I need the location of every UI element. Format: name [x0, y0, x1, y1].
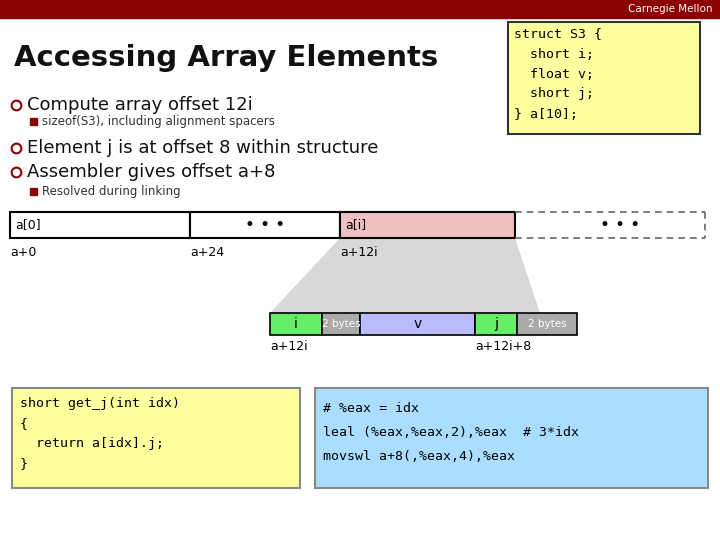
Text: Resolved during linking: Resolved during linking [42, 186, 181, 199]
Text: a+12i+8: a+12i+8 [475, 340, 531, 353]
Text: {: { [20, 417, 28, 430]
Text: • • •: • • • [600, 216, 640, 234]
Text: } a[10];: } a[10]; [514, 107, 578, 120]
Text: Accessing Array Elements: Accessing Array Elements [14, 44, 438, 72]
Bar [190, 212, 340, 238]
Bar [12, 388, 300, 488]
Text: short get_j(int idx): short get_j(int idx) [20, 397, 180, 410]
Text: v: v [413, 317, 422, 331]
Bar [0, 0, 720, 18]
Bar [30, 188, 37, 195]
Text: a+12i: a+12i [340, 246, 377, 259]
Text: leal (%eax,%eax,2),%eax  # 3*idx: leal (%eax,%eax,2),%eax # 3*idx [323, 426, 579, 438]
Bar [270, 313, 322, 335]
Bar [360, 313, 475, 335]
Text: struct S3 {: struct S3 { [514, 28, 602, 40]
Bar [10, 212, 190, 238]
Text: # %eax = idx: # %eax = idx [323, 402, 419, 415]
Text: a+0: a+0 [10, 246, 37, 259]
Text: short i;: short i; [514, 48, 594, 60]
Text: 2 bytes: 2 bytes [528, 319, 567, 329]
Text: sizeof(S3), including alignment spacers: sizeof(S3), including alignment spacers [42, 116, 275, 129]
Text: a+24: a+24 [190, 246, 224, 259]
Polygon shape [270, 238, 540, 313]
Text: Element j is at offset 8 within structure: Element j is at offset 8 within structur… [27, 139, 379, 157]
Bar [475, 313, 517, 335]
Text: Assembler gives offset a+8: Assembler gives offset a+8 [27, 163, 275, 181]
Text: j: j [494, 317, 498, 331]
Text: 2 bytes: 2 bytes [322, 319, 360, 329]
Text: }: } [20, 457, 28, 470]
Text: return a[idx].j;: return a[idx].j; [20, 437, 164, 450]
Bar [315, 388, 708, 488]
Text: float v;: float v; [514, 68, 594, 80]
Text: Carnegie Mellon: Carnegie Mellon [628, 4, 712, 14]
Text: a[0]: a[0] [15, 219, 40, 232]
Bar [340, 212, 515, 238]
Text: short j;: short j; [514, 87, 594, 100]
Bar [322, 313, 360, 335]
Text: Compute array offset 12i: Compute array offset 12i [27, 96, 253, 114]
Bar [508, 22, 700, 134]
Text: • • •: • • • [245, 216, 285, 234]
Bar [30, 118, 37, 125]
Text: movswl a+8(,%eax,4),%eax: movswl a+8(,%eax,4),%eax [323, 449, 515, 462]
Text: i: i [294, 317, 298, 331]
Text: a[i]: a[i] [345, 219, 366, 232]
Text: a+12i: a+12i [270, 340, 307, 353]
Bar [517, 313, 577, 335]
